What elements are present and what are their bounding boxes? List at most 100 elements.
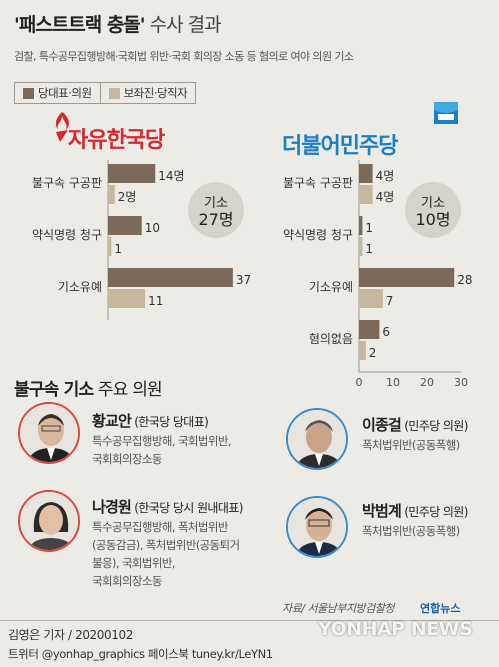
name-text: 이종걸 — [362, 416, 402, 434]
person-photo-icon — [288, 410, 346, 468]
category-label: 불구속 구공판 — [32, 176, 102, 190]
person-photo-icon — [20, 492, 78, 550]
section-title: 불구속 기소 주요 의원 — [14, 375, 163, 400]
role-text: (한국당 당대표) — [131, 415, 209, 429]
person-name: 이종걸 (민주당 의원) — [362, 414, 468, 435]
watermark-text: YONHAP NEWS — [318, 618, 473, 640]
category-label: 기소유예 — [58, 280, 102, 294]
person-charges: 특수공무집행방해, 폭처법위반 (공동감금), 폭처법위반(공동퇴거 불응), … — [92, 518, 240, 590]
value-label: 10 — [145, 221, 160, 235]
person-charges: 폭처법위반(공동폭행) — [362, 436, 460, 454]
bar — [359, 185, 373, 204]
tick-label: 0 — [356, 376, 363, 389]
tick-label: 20 — [420, 376, 434, 389]
legend: 당대표·의원 보좌진·당직자 — [14, 82, 197, 104]
title-rest: 수사 결과 — [144, 14, 222, 36]
avatar-person-3 — [286, 408, 348, 470]
section-title-bold: 불구속 기소 — [14, 380, 94, 400]
avatar-person-4 — [286, 496, 348, 558]
name-text: 나경원 — [92, 498, 132, 516]
avatar-person-1 — [18, 402, 80, 464]
charge-line: 특수공무집행방해, 폭처법위반 — [92, 520, 228, 534]
total-value: 10명 — [415, 210, 450, 229]
value-label: 7 — [386, 294, 394, 308]
charge-line: (공동감금), 폭처법위반(공동퇴거 — [92, 538, 240, 552]
bar — [108, 289, 146, 308]
party-label-democratic: 더불어민주당 — [282, 134, 398, 159]
legend-label: 당대표·의원 — [38, 86, 92, 100]
social-text: 트위터 @yonhap_graphics 페이스북 tuney.kr/LeYN1 — [8, 647, 273, 661]
total-circle — [405, 182, 461, 238]
role-text: (민주당 의원) — [401, 505, 468, 519]
bar — [359, 320, 380, 339]
category-label: 혐의없음 — [309, 332, 353, 346]
person-charges: 폭처법위반(공동폭행) — [362, 522, 460, 540]
person-name: 나경원 (한국당 당시 원내대표) — [92, 496, 243, 517]
bar — [359, 216, 363, 235]
value-label: 4명 — [376, 169, 395, 183]
bar — [108, 164, 156, 183]
legend-item-secondary: 보좌진·당직자 — [99, 83, 196, 103]
tick-label: 30 — [454, 376, 468, 389]
charge-line: 국회회의장소동 — [92, 574, 162, 588]
value-label: 6 — [382, 325, 390, 339]
category-label: 약식명령 청구 — [32, 227, 102, 242]
bar — [108, 237, 112, 256]
bar — [359, 268, 455, 287]
value-label: 1 — [365, 221, 373, 235]
bar — [359, 289, 383, 308]
avatar-person-2 — [18, 490, 80, 552]
charge-line: 특수공무집행방해, 국회법위반, — [92, 434, 232, 448]
bar — [359, 164, 373, 183]
yonhap-logo-icon: 연합뉴스 — [420, 600, 460, 616]
person-photo-icon — [288, 498, 346, 556]
source-text: 자료/ 서울남부지방검찰청 — [282, 602, 395, 615]
name-text: 박범계 — [362, 502, 402, 520]
charge-line: 불응), 국회법위반, — [92, 556, 176, 570]
value-label: 2 — [369, 346, 377, 360]
party-label-korea: 자유한국당 — [68, 128, 165, 153]
legend-item-primary: 당대표·의원 — [15, 83, 100, 103]
credit-text: 김영은 기자 / 20200102 — [8, 628, 133, 642]
value-label: 1 — [365, 242, 373, 256]
category-label: 약식명령 청구 — [283, 227, 353, 242]
legend-label: 보좌진·당직자 — [123, 86, 188, 100]
tick-label: 10 — [386, 376, 400, 389]
page-title: '패스트트랙 충돌' 수사 결과 — [14, 10, 222, 37]
flag-icon — [434, 102, 458, 124]
subtitle: 검찰, 특수공무집행방해·국회법 위반·국회 회의장 소동 등 혐의로 여야 의… — [14, 50, 354, 63]
section-title-rest: 주요 의원 — [93, 380, 163, 400]
total-circle — [188, 182, 244, 238]
logo-text: 연합뉴스 — [420, 602, 461, 615]
bar — [108, 185, 115, 204]
person-name: 박범계 (민주당 의원) — [362, 500, 468, 521]
bar — [359, 341, 366, 360]
bar — [108, 216, 142, 235]
legend-swatch — [23, 87, 34, 99]
torch-icon — [55, 112, 69, 142]
name-text: 황교안 — [92, 412, 132, 430]
role-text: (민주당 의원) — [401, 419, 468, 433]
role-text: (한국당 당시 원내대표) — [131, 501, 243, 515]
legend-swatch — [108, 87, 120, 99]
value-label: 1 — [114, 242, 122, 256]
person-charges: 특수공무집행방해, 국회법위반, 국회회의장소동 — [92, 432, 232, 468]
charge-line: 국회회의장소동 — [92, 452, 162, 466]
value-label: 37 — [236, 273, 251, 287]
value-label: 4명 — [376, 190, 395, 204]
category-label: 불구속 구공판 — [283, 176, 353, 190]
value-label: 28 — [457, 273, 472, 287]
title-quoted: '패스트트랙 충돌' — [14, 14, 146, 36]
value-label: 2명 — [118, 190, 137, 204]
footer-divider — [0, 620, 499, 621]
bar — [359, 237, 363, 256]
total-value: 27명 — [198, 210, 233, 229]
category-label: 기소유예 — [309, 280, 353, 294]
charge-line: 폭처법위반(공동폭행) — [362, 524, 460, 538]
total-label: 기소 — [204, 196, 228, 211]
value-label: 14명 — [158, 169, 184, 183]
bar — [108, 268, 233, 287]
person-name: 황교안 (한국당 당대표) — [92, 410, 209, 431]
charge-line: 폭처법위반(공동폭행) — [362, 438, 460, 452]
